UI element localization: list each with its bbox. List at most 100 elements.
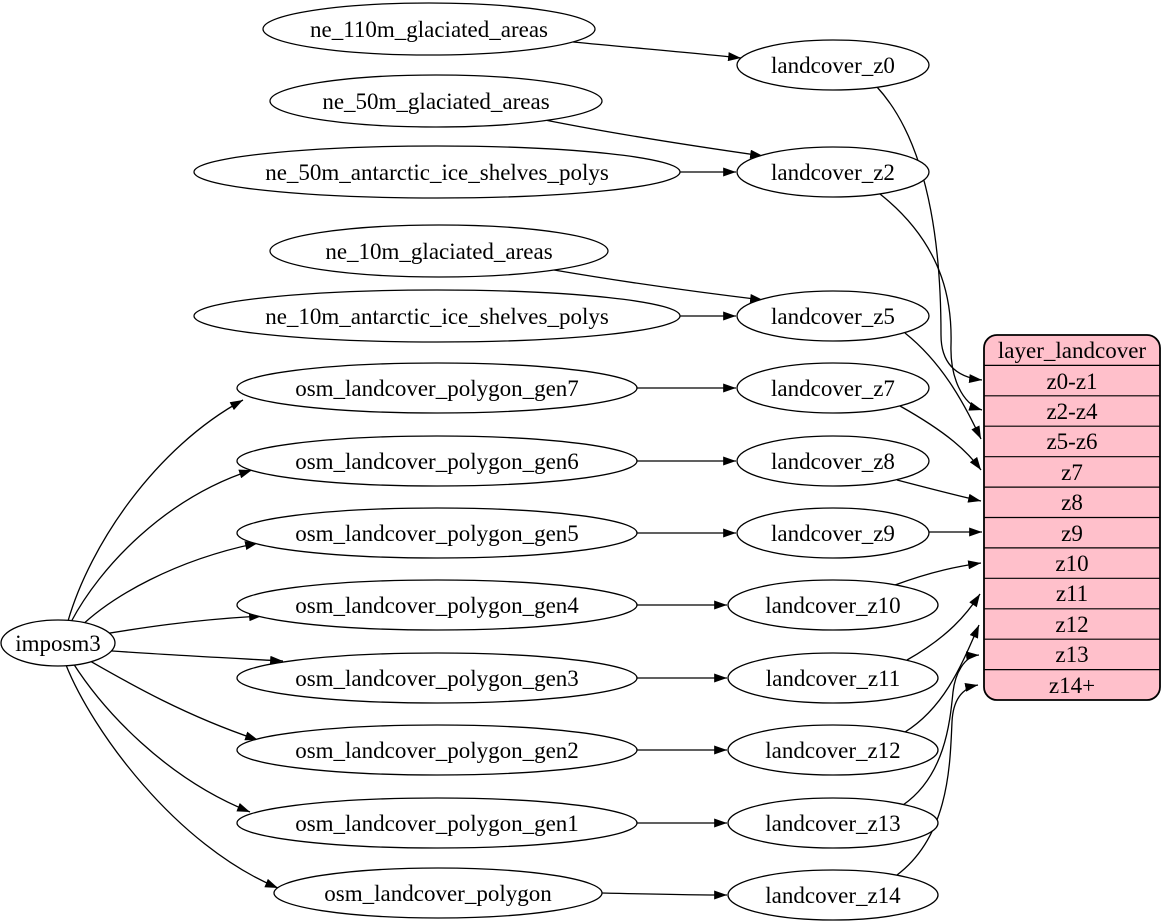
node-ne-10m-antarctic-ice-shelves-polys: ne_10m_antarctic_ice_shelves_polys	[193, 289, 681, 343]
record-row-z12: z12	[1055, 612, 1088, 637]
node-landcover-z10: landcover_z10	[727, 579, 939, 631]
node-landcover-z9: landcover_z9	[736, 507, 930, 559]
node-osm-landcover-polygon-gen1: osm_landcover_polygon_gen1	[236, 797, 638, 849]
node-osm-landcover-polygon-gen3: osm_landcover_polygon_gen3	[236, 652, 638, 704]
node-imposm3: imposm3	[0, 619, 116, 667]
node-ne-10m-glaciated-areas-label: ne_10m_glaciated_areas	[325, 239, 552, 264]
node-ne-110m-glaciated-areas-shape	[262, 2, 596, 56]
node-landcover-z13-label: landcover_z13	[765, 811, 900, 836]
node-ne-10m-antarctic-ice-shelves-polys-shape	[193, 289, 681, 343]
node-landcover-z5: landcover_z5	[736, 290, 930, 342]
record-row-z5-z6: z5-z6	[1046, 429, 1097, 454]
edge-layer	[65, 41, 983, 900]
edge-landcover_z7--layer_landcover-z7	[899, 405, 982, 471]
node-osm-landcover-polygon-gen1-label: osm_landcover_polygon_gen1	[295, 811, 579, 836]
node-osm-landcover-polygon-gen2: osm_landcover_polygon_gen2	[236, 724, 638, 776]
node-ne-50m-glaciated-areas-shape	[269, 74, 603, 128]
record-row-z2-z4: z2-z4	[1046, 399, 1098, 424]
node-landcover-z5-shape	[736, 290, 930, 342]
edge-imposm3--osm_landcover_polygon_gen4	[97, 612, 263, 636]
node-osm-landcover-polygon-gen2-label: osm_landcover_polygon_gen2	[295, 738, 579, 763]
node-ne-110m-glaciated-areas-label: ne_110m_glaciated_areas	[310, 17, 548, 42]
node-ne-50m-glaciated-areas: ne_50m_glaciated_areas	[269, 74, 603, 128]
node-osm-landcover-polygon-label: osm_landcover_polygon	[324, 881, 552, 906]
record-title: layer_landcover	[998, 338, 1146, 363]
node-landcover-z9-shape	[736, 507, 930, 559]
node-osm-landcover-polygon-gen4-label: osm_landcover_polygon_gen4	[295, 593, 579, 618]
node-landcover-z13-shape	[727, 797, 939, 849]
edge-ne_10m_glaciated_areas--landcover_z5	[553, 269, 764, 303]
node-osm-landcover-polygon-gen6: osm_landcover_polygon_gen6	[236, 435, 638, 487]
node-ne-50m-glaciated-areas-label: ne_50m_glaciated_areas	[322, 89, 549, 114]
node-landcover-z5-label: landcover_z5	[771, 304, 895, 329]
node-osm-landcover-polygon-gen3-shape	[236, 652, 638, 704]
node-osm-landcover-polygon-gen3-label: osm_landcover_polygon_gen3	[295, 666, 579, 691]
edge-imposm3--osm_landcover_polygon_gen7	[67, 399, 244, 622]
node-ne-50m-antarctic-ice-shelves-polys-label: ne_50m_antarctic_ice_shelves_polys	[265, 160, 609, 185]
node-osm-landcover-polygon-gen7: osm_landcover_polygon_gen7	[236, 362, 638, 414]
node-imposm3-shape	[0, 619, 116, 667]
record-row-z11: z11	[1056, 581, 1088, 606]
record-row-z14plus: z14+	[1049, 673, 1095, 698]
record-row-z10: z10	[1055, 551, 1088, 576]
node-osm-landcover-polygon-gen5-label: osm_landcover_polygon_gen5	[295, 521, 579, 546]
record-row-z7: z7	[1061, 460, 1083, 485]
node-landcover-z14: landcover_z14	[727, 869, 939, 921]
edge-landcover_z0--layer_landcover-z0-z1	[876, 86, 983, 384]
node-landcover-z13: landcover_z13	[727, 797, 939, 849]
node-ne-10m-glaciated-areas: ne_10m_glaciated_areas	[269, 224, 609, 278]
node-ne-50m-antarctic-ice-shelves-polys: ne_50m_antarctic_ice_shelves_polys	[193, 145, 681, 199]
node-landcover-z12-shape	[727, 724, 939, 776]
node-osm-landcover-polygon-gen4-shape	[236, 579, 638, 631]
node-landcover-z2-label: landcover_z2	[771, 160, 895, 185]
node-landcover-z12: landcover_z12	[727, 724, 939, 776]
node-landcover-z11: landcover_z11	[727, 652, 939, 704]
edge-landcover_z10--layer_landcover-z10	[894, 560, 982, 586]
node-landcover-z2: landcover_z2	[736, 146, 930, 198]
node-landcover-z11-label: landcover_z11	[766, 666, 901, 691]
edge-landcover_z5--layer_landcover-z5-z6	[904, 332, 982, 440]
node-osm-landcover-polygon-gen6-shape	[236, 435, 638, 487]
node-landcover-z0: landcover_z0	[736, 39, 930, 91]
edge-imposm3--osm_landcover_polygon_gen1	[72, 662, 251, 813]
node-osm-landcover-polygon-gen1-shape	[236, 797, 638, 849]
edge-landcover_z13--layer_landcover-z13	[902, 651, 980, 806]
node-landcover-z8-label: landcover_z8	[771, 449, 895, 474]
edge-imposm3--osm_landcover_polygon_gen6	[70, 469, 253, 623]
node-landcover-z7-shape	[736, 362, 930, 414]
edge-landcover_z14--layer_landcover-z14plus	[896, 682, 979, 876]
node-osm-landcover-polygon-gen4: osm_landcover_polygon_gen4	[236, 579, 638, 631]
node-landcover-z7: landcover_z7	[736, 362, 930, 414]
node-ne-50m-antarctic-ice-shelves-polys-shape	[193, 145, 681, 199]
node-osm-landcover-polygon-gen2-shape	[236, 724, 638, 776]
record-row-z13: z13	[1055, 642, 1088, 667]
node-osm-landcover-polygon-gen7-label: osm_landcover_polygon_gen7	[295, 376, 579, 401]
edge-imposm3--osm_landcover_polygon	[65, 664, 279, 889]
node-landcover-z10-shape	[727, 579, 939, 631]
node-landcover-z12-label: landcover_z12	[765, 738, 900, 763]
node-landcover-z7-label: landcover_z7	[771, 376, 895, 401]
node-ne-10m-glaciated-areas-shape	[269, 224, 609, 278]
node-osm-landcover-polygon: osm_landcover_polygon	[273, 867, 603, 919]
edge-imposm3--osm_landcover_polygon_gen2	[82, 656, 259, 741]
record-layer-landcover: layer_landcover z0-z1 z2-z4 z5-z6 z7 z8 …	[983, 334, 1161, 701]
node-osm-landcover-polygon-shape	[273, 867, 603, 919]
record-row-z9: z9	[1061, 521, 1083, 546]
edge-ne_110m_glaciated_areas--landcover_z0	[572, 41, 742, 62]
record-row-z0-z1: z0-z1	[1046, 369, 1097, 394]
node-osm-landcover-polygon-gen5-shape	[236, 507, 638, 559]
node-imposm3-label: imposm3	[15, 631, 101, 656]
node-landcover-z0-shape	[736, 39, 930, 91]
node-landcover-z10-label: landcover_z10	[765, 593, 900, 618]
edge-ne_50m_glaciated_areas--landcover_z2	[544, 119, 764, 159]
edge-landcover_z12--layer_landcover-z12	[904, 624, 980, 733]
edge-landcover_z8--layer_landcover-z8	[896, 479, 982, 503]
node-ne-10m-antarctic-ice-shelves-polys-label: ne_10m_antarctic_ice_shelves_polys	[265, 304, 609, 329]
node-landcover-z14-shape	[727, 869, 939, 921]
node-osm-landcover-polygon-gen6-label: osm_landcover_polygon_gen6	[295, 449, 579, 474]
node-landcover-z11-shape	[727, 652, 939, 704]
node-osm-landcover-polygon-gen5: osm_landcover_polygon_gen5	[236, 507, 638, 559]
edge-landcover_z11--layer_landcover-z11	[906, 593, 981, 661]
